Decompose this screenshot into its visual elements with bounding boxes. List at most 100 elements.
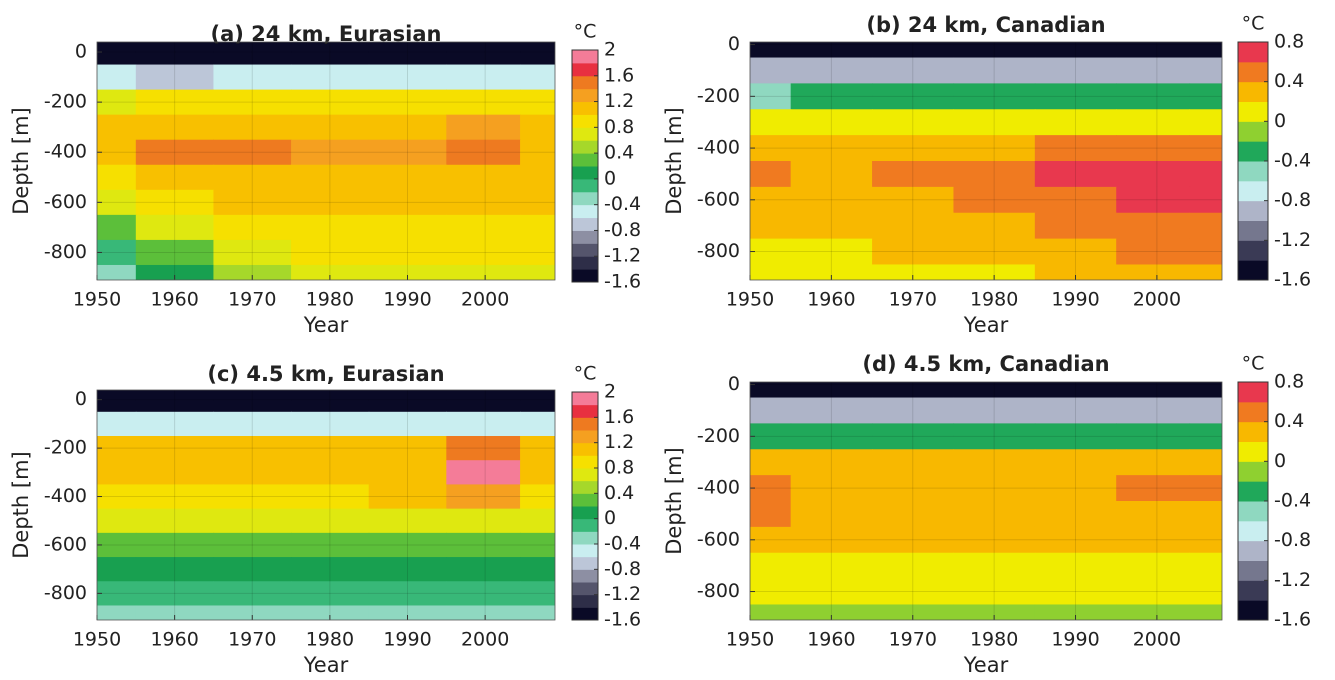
colorbar-tick-label: 1.2 <box>604 90 634 112</box>
contour-cell <box>213 214 292 241</box>
contour-cell <box>953 526 1036 554</box>
contour-cell <box>872 526 955 554</box>
contour-cell <box>1034 161 1117 188</box>
colorbar-band <box>1238 141 1268 162</box>
colorbar-band <box>572 101 598 115</box>
contour-cell <box>520 460 555 486</box>
colorbar-band <box>1238 580 1268 601</box>
contour-cell <box>790 501 873 528</box>
contour-cell <box>368 411 447 437</box>
contour-cell <box>291 508 370 534</box>
contour-cell <box>750 449 792 476</box>
contour-cell <box>1189 264 1222 280</box>
y-tick-label: -200 <box>697 85 740 107</box>
contour-cell <box>135 89 215 116</box>
contour-cell <box>520 139 555 166</box>
x-tick-label: 1960 <box>150 289 198 311</box>
colorbar-band <box>572 127 598 141</box>
colorbar-tick-label: -0.4 <box>604 533 641 555</box>
colorbar-band <box>572 217 598 231</box>
colorbar-band <box>1238 121 1268 142</box>
contour-cell <box>97 164 137 191</box>
contour-cell <box>1189 212 1222 240</box>
y-tick-label: -400 <box>697 477 740 499</box>
x-tick-label: 1980 <box>970 629 1018 651</box>
x-tick-label: 1990 <box>1051 289 1099 311</box>
contour-cell <box>213 64 292 91</box>
contour-cell <box>872 109 955 136</box>
contour-cell <box>520 508 555 534</box>
contour-cell <box>520 189 555 216</box>
contour-cell <box>97 411 137 437</box>
x-tick-label: 1970 <box>228 629 276 651</box>
contour-cell <box>750 578 792 606</box>
contour-cell <box>1116 475 1191 502</box>
contour-cell <box>213 581 292 607</box>
contour-cell <box>790 42 873 59</box>
colorbar-tick-label: 0.8 <box>604 457 634 479</box>
contour-cell <box>872 397 955 424</box>
contour-cell <box>1189 449 1222 476</box>
contour-cell <box>790 238 873 266</box>
contour-cell <box>953 604 1036 620</box>
contour-cell <box>520 164 555 191</box>
contour-cell <box>750 397 792 424</box>
colorbar-band <box>1238 441 1268 462</box>
contour-cell <box>446 164 521 191</box>
colorbar-label: °C <box>574 21 597 43</box>
y-tick-label: -600 <box>44 191 87 213</box>
contour-cell <box>368 605 447 620</box>
contour-cell <box>291 214 370 241</box>
colorbar-band <box>572 569 598 583</box>
contour-cell <box>213 557 292 582</box>
contour-cell <box>135 581 215 607</box>
contour-cell <box>750 42 792 59</box>
contour-cell <box>97 436 137 461</box>
colorbar-band <box>572 493 598 507</box>
colorbar-band <box>572 531 598 545</box>
contour-cell <box>953 212 1036 240</box>
colorbar-tick-label: -0.4 <box>1274 150 1311 172</box>
x-tick-label: 1980 <box>970 289 1018 311</box>
contour-cell <box>750 501 792 528</box>
y-axis-label: Depth [m] <box>9 107 33 214</box>
contour-cell <box>368 532 447 558</box>
colorbar-tick-label: -1.6 <box>604 271 641 293</box>
contour-cell <box>291 460 370 486</box>
contour-cell <box>135 605 215 620</box>
contour-cell <box>520 581 555 607</box>
contour-cell <box>368 114 447 141</box>
colorbar-tick-label: -0.8 <box>604 558 641 580</box>
x-tick-label: 1960 <box>807 289 855 311</box>
contour-cell <box>368 484 447 510</box>
colorbar-band <box>572 153 598 167</box>
contour-cell <box>750 382 792 399</box>
contour-cell <box>1116 501 1191 528</box>
contour-cell <box>97 581 137 607</box>
contour-cell <box>953 501 1036 528</box>
contour-cell <box>1034 135 1117 162</box>
contour-cell <box>1116 238 1191 266</box>
colorbar-band <box>572 404 598 418</box>
contour-cell <box>1116 83 1191 110</box>
colorbar-band <box>572 544 598 558</box>
colorbar-tick-label: 0.8 <box>1274 31 1304 53</box>
contour-cell <box>291 64 370 91</box>
axes-frame <box>749 381 1223 621</box>
contour-cell <box>520 532 555 558</box>
contour-cell <box>446 64 521 91</box>
contour-cell <box>1034 604 1117 620</box>
contour-cell <box>213 605 292 620</box>
contour-cell <box>790 397 873 424</box>
colorbar-band <box>1238 61 1268 83</box>
y-axis-label: Depth [m] <box>9 451 33 558</box>
colorbar-label: °C <box>574 363 597 385</box>
contour-cell <box>446 114 521 141</box>
contour-cell <box>368 436 447 461</box>
cells <box>97 42 555 280</box>
contour-cell <box>135 189 215 216</box>
y-tick-label: 0 <box>75 388 87 410</box>
y-tick-label: -600 <box>697 528 740 550</box>
colorbar-band <box>1238 220 1268 241</box>
